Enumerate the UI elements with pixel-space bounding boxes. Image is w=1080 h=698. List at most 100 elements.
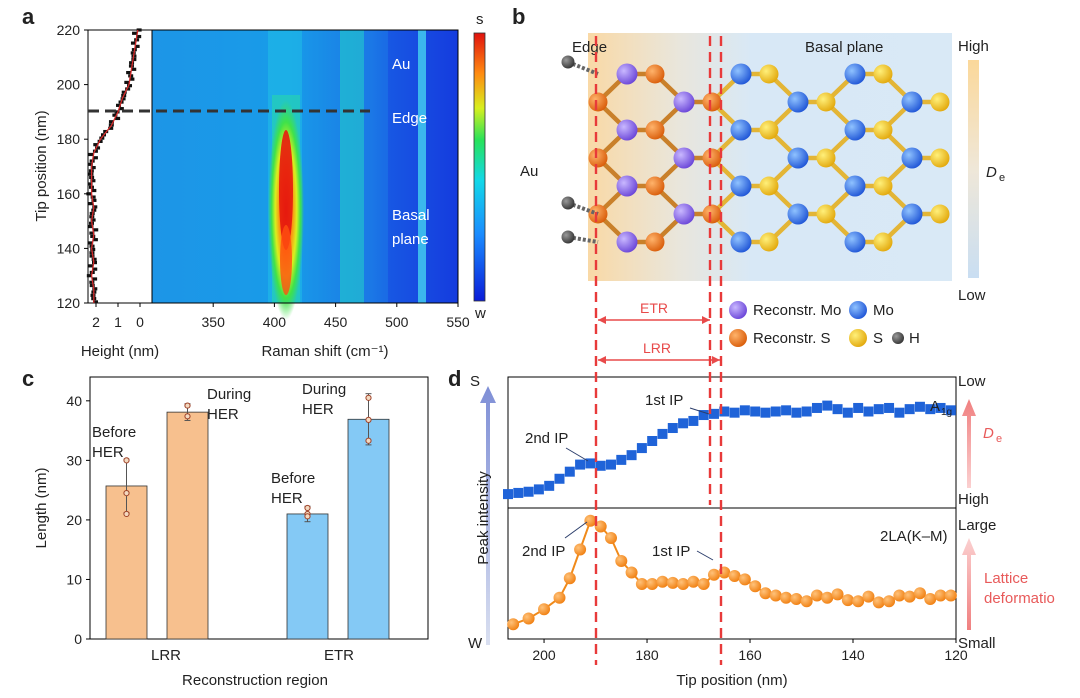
a1g-point (884, 402, 895, 413)
s-atom (930, 204, 950, 224)
y-tick-label: 180 (57, 131, 81, 147)
2la-point (604, 532, 617, 544)
height-point (91, 188, 97, 193)
s-atom (759, 64, 779, 84)
mo-atom (844, 63, 866, 85)
height-point (112, 113, 118, 117)
2la-point (697, 578, 710, 590)
s-atom (759, 120, 779, 140)
a1g-point (904, 404, 915, 415)
c-y-tick-label: 30 (66, 452, 82, 468)
height-profile-frame (87, 29, 153, 304)
2la-point (656, 575, 669, 588)
panel-d-letter: d (448, 366, 461, 391)
height-point (92, 238, 98, 242)
de-subscript: e (999, 172, 1005, 184)
s-atom (930, 148, 950, 168)
s-atom (816, 204, 836, 224)
colorbar-bottom-label: w (474, 305, 486, 322)
height-point (131, 67, 137, 71)
legend-recon-s-marker (729, 329, 747, 347)
a1g-point (729, 407, 740, 418)
deformation-arrow (962, 538, 976, 630)
boundary-dashed-lines (594, 36, 723, 665)
height-point (90, 218, 96, 222)
a1g-point (894, 407, 905, 418)
2la-point (574, 543, 587, 556)
height-point (92, 287, 98, 291)
data-point (123, 490, 130, 497)
deformation-large-label: Large (958, 517, 996, 534)
2la-point (677, 578, 690, 590)
2la-series (507, 514, 957, 631)
lrr-during-label-2: HER (207, 406, 239, 423)
etr-during-label-2: HER (302, 401, 334, 418)
2la-point (800, 595, 813, 608)
etr-before-label-1: Before (271, 470, 315, 487)
raman-tick-label: 450 (324, 314, 348, 330)
height-point (130, 51, 136, 55)
height-axis-label: Height (nm) (81, 343, 159, 360)
2la-label: 2LA(K–M) (880, 528, 948, 545)
a1g-point (832, 404, 843, 415)
a1g-label: A (930, 398, 940, 415)
data-point (304, 504, 311, 512)
s-atom (873, 64, 893, 84)
a1g-point (935, 402, 946, 413)
height-point (124, 80, 130, 85)
intensity-w-label: W (468, 635, 483, 652)
data-point (184, 413, 191, 420)
height-point (87, 182, 93, 186)
h-atom (561, 196, 575, 210)
2la-point (615, 555, 628, 567)
s-atom (759, 232, 779, 252)
a1g-point (533, 484, 544, 495)
s-atom (759, 176, 779, 196)
height-point (89, 254, 95, 258)
2la-point (821, 591, 834, 604)
mo-atom (616, 119, 638, 141)
bar-etr-before (286, 513, 329, 640)
a1g-point (698, 410, 709, 421)
panel-c-xlabel: Reconstruction region (182, 672, 328, 689)
2la-point (738, 573, 751, 586)
panel-b-letter: b (512, 4, 525, 29)
lattice-edge-label: Edge (572, 39, 607, 56)
s-atom (816, 148, 836, 168)
a1g-point (678, 418, 689, 429)
etr-arrow (598, 316, 710, 324)
data-point (365, 394, 372, 401)
2la-point (769, 589, 782, 602)
a1g-point (708, 408, 719, 419)
a1g-point (945, 405, 956, 416)
height-point (129, 61, 135, 65)
legend-s-marker (849, 329, 867, 347)
mo-atom (673, 203, 695, 225)
2la-point (780, 591, 793, 604)
a1g-point (523, 486, 534, 497)
2la-point (728, 569, 741, 582)
raman-tick-label: 400 (263, 314, 287, 330)
s-atom (702, 92, 722, 112)
de-high-annotation: High (958, 491, 989, 508)
height-point (116, 103, 122, 107)
lrr-arrow (598, 356, 720, 364)
mo-atom (787, 147, 809, 169)
height-point (118, 107, 124, 111)
a1g-point (688, 415, 699, 426)
2la-point (852, 595, 865, 608)
height-point (93, 143, 99, 147)
a1g-point (853, 402, 864, 413)
y-tick-label: 220 (57, 22, 81, 38)
height-point (90, 247, 96, 252)
raman-axis-label: Raman shift (cm⁻¹) (261, 343, 388, 360)
2la-point (553, 591, 566, 604)
panel-c-y-ticks: 0 10 20 30 40 (66, 393, 90, 647)
group-label-etr: ETR (324, 647, 354, 664)
region-plane-label: plane (392, 231, 429, 248)
2la-point (749, 580, 762, 593)
height-point (130, 41, 136, 45)
panel-d-ylabel: Peak intensity (475, 471, 492, 565)
2la-point (666, 576, 679, 589)
